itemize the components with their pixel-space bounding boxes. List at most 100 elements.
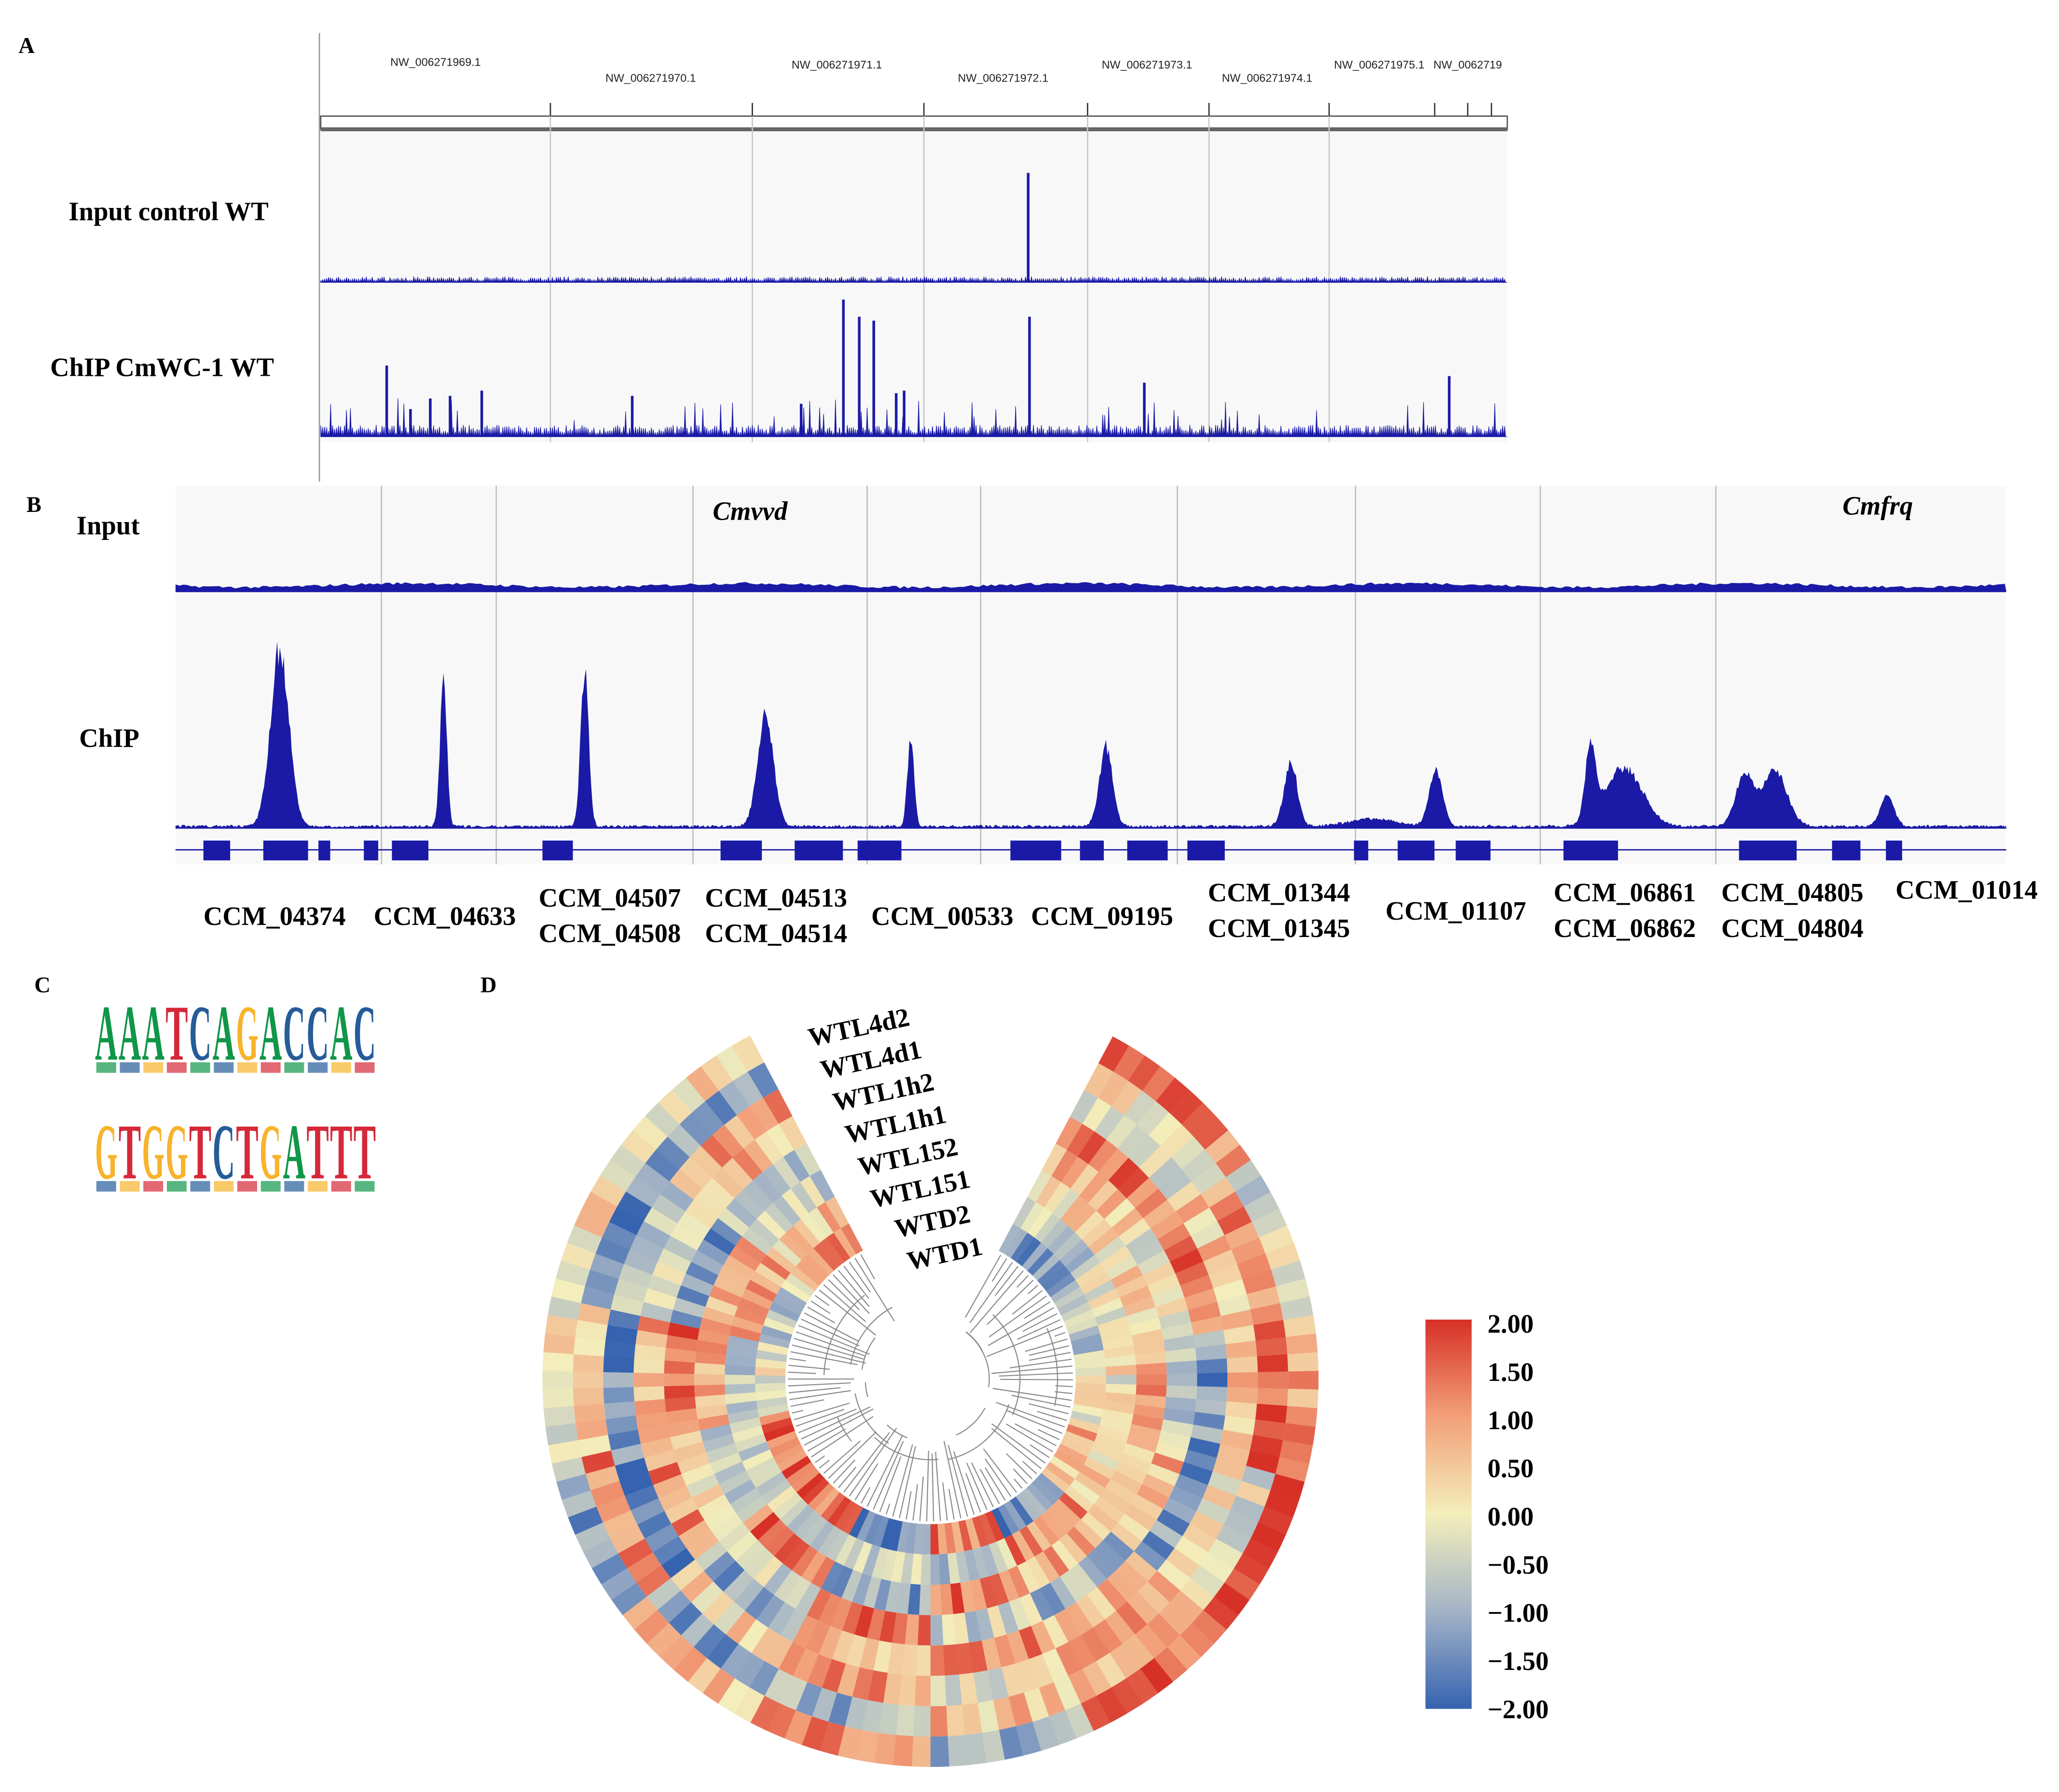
heatmap-cell	[1034, 1213, 1061, 1243]
heatmap-cell	[679, 1156, 714, 1189]
heatmap-cell	[1195, 1344, 1227, 1362]
locus-label: Cmvvd	[713, 496, 788, 526]
heatmap-cell	[1195, 1498, 1231, 1527]
peak	[799, 403, 803, 437]
heatmap-cell	[725, 1373, 755, 1385]
heatmap-cell	[777, 1286, 808, 1309]
heatmap-cell	[1022, 1242, 1048, 1271]
gene-label: CCM_04508	[539, 919, 681, 948]
heatmap-cell	[998, 1570, 1020, 1602]
heatmap-cell	[679, 1612, 714, 1647]
dendrogram	[788, 1382, 851, 1387]
heatmap-cell	[1039, 1583, 1066, 1616]
heatmap-cell	[800, 1550, 826, 1583]
heatmap-cell	[1037, 1260, 1066, 1287]
heatmap-cell	[621, 1595, 658, 1630]
heatmap-cell	[1070, 1254, 1101, 1281]
heatmap-cell	[574, 1335, 606, 1357]
heatmap-cell	[1198, 1552, 1234, 1585]
scaffold-label: NW_006271972.1	[958, 72, 1048, 84]
gene-label: CCM_01107	[1386, 896, 1526, 925]
heatmap-cell	[600, 1567, 637, 1600]
heatmap-cell	[1194, 1399, 1227, 1418]
heatmap-cell	[1286, 1333, 1318, 1356]
heatmap-cell	[963, 1549, 980, 1582]
heatmap-cell	[794, 1682, 823, 1717]
heatmap-cell	[826, 1496, 851, 1526]
heatmap-cell	[1113, 1046, 1147, 1082]
heatmap-cell	[1225, 1401, 1257, 1421]
heatmap-cell	[997, 1504, 1019, 1535]
heatmap-cell	[1005, 1630, 1029, 1664]
heatmap-cell	[817, 1201, 842, 1233]
heatmap-cell	[1011, 1232, 1035, 1263]
dendrogram	[1024, 1301, 1051, 1319]
heatmap-cell	[940, 1614, 957, 1645]
heatmap-cell	[755, 1262, 786, 1287]
heatmap-cell	[782, 1539, 810, 1571]
heatmap-cell	[573, 1386, 604, 1406]
heatmap-cell	[686, 1530, 719, 1560]
heatmap-cell	[644, 1522, 679, 1553]
heatmap-cell	[891, 1735, 914, 1767]
dendrogram	[1028, 1284, 1039, 1295]
dendrogram	[861, 1337, 876, 1370]
gene-label: CCM_09195	[1031, 901, 1173, 931]
heatmap-cell	[1015, 1492, 1041, 1522]
dendrogram	[988, 1296, 1047, 1337]
heatmap-cell	[1060, 1437, 1092, 1458]
heatmap-cell	[1285, 1406, 1318, 1429]
heatmap-cell	[1042, 1266, 1071, 1292]
heatmap-cell	[686, 1065, 721, 1102]
motif-minor	[214, 1181, 234, 1192]
heatmap-cell	[929, 1554, 941, 1585]
heatmap-cell	[871, 1516, 889, 1547]
heatmap-cell	[710, 1512, 743, 1542]
heatmap-cell	[753, 1555, 783, 1587]
heatmap-cell	[805, 1587, 831, 1621]
scaffold-label: NW_006271969.1	[390, 56, 480, 69]
heatmap-cell	[725, 1364, 755, 1376]
heatmap-cell	[1162, 1497, 1197, 1525]
heatmap-cell	[1231, 1237, 1266, 1266]
heatmap-cell	[840, 1569, 863, 1602]
heatmap-cell	[913, 1675, 931, 1707]
dendrogram	[971, 1462, 994, 1507]
heatmap-cell	[718, 1469, 751, 1494]
heatmap-cell	[1082, 1098, 1113, 1132]
heatmap-cell	[1071, 1333, 1102, 1349]
heatmap-cell	[667, 1321, 700, 1340]
heatmap-cell	[1181, 1149, 1217, 1183]
dendrogram	[1030, 1444, 1050, 1458]
peak	[631, 396, 634, 437]
heatmap-cell	[1215, 1144, 1252, 1179]
heatmap-cell	[1027, 1170, 1053, 1203]
dendrogram	[1029, 1351, 1071, 1361]
heatmap-cell	[1065, 1247, 1096, 1274]
heatmap-cell	[1098, 1036, 1131, 1073]
motif-minor	[190, 1062, 210, 1073]
heatmap-cell	[705, 1633, 739, 1669]
heatmap-cell	[664, 1395, 696, 1412]
heatmap-cell	[1095, 1236, 1126, 1264]
heatmap-cell	[1106, 1570, 1138, 1603]
dendrogram	[953, 1451, 975, 1515]
heatmap-cell	[1082, 1219, 1113, 1248]
heatmap-cell	[1235, 1481, 1271, 1509]
heatmap-cell	[658, 1485, 692, 1511]
gene-block	[364, 841, 378, 861]
heatmap-cell	[1146, 1463, 1180, 1488]
motif-minor	[331, 1181, 351, 1192]
heatmap-cell	[796, 1259, 824, 1286]
dendrogram	[1012, 1290, 1043, 1315]
dendrogram	[798, 1408, 857, 1434]
dendrogram	[843, 1432, 890, 1493]
dendrogram	[837, 1269, 870, 1307]
dendrogram	[860, 1254, 875, 1280]
heatmap-cell	[1016, 1561, 1040, 1594]
heatmap-cell	[844, 1634, 867, 1668]
heatmap-cell	[685, 1198, 719, 1229]
heatmap-cell	[724, 1610, 756, 1644]
heatmap-cell	[1257, 1388, 1288, 1408]
heatmap-cell	[551, 1455, 586, 1482]
